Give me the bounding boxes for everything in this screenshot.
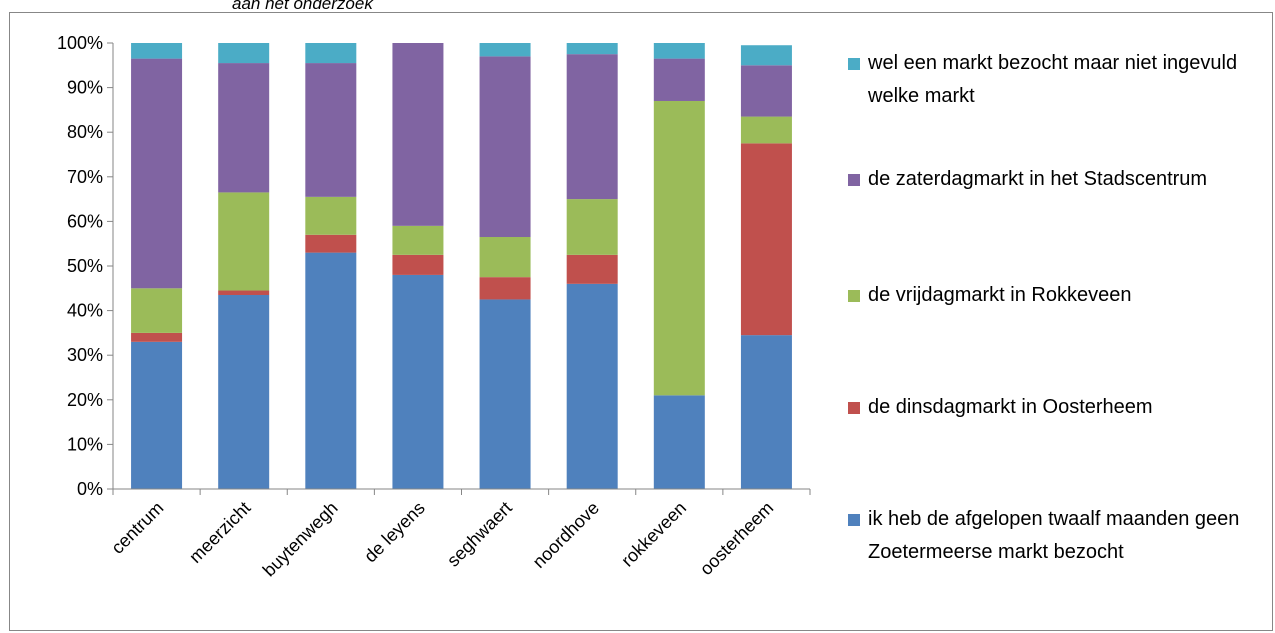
bar-segment: [653, 43, 705, 59]
y-tick-label: 60%: [67, 211, 103, 231]
y-tick-label: 10%: [67, 434, 103, 454]
legend-item: wel een markt bezocht maar niet ingevuld…: [848, 50, 1268, 113]
legend-swatch: [848, 58, 860, 70]
legend-swatch: [848, 174, 860, 186]
bar-segment: [392, 254, 444, 275]
legend-swatch: [848, 290, 860, 302]
bar-segment: [479, 299, 531, 489]
y-tick-label: 50%: [67, 256, 103, 276]
bar-segment: [131, 341, 183, 489]
x-category-label: buytenwegh: [259, 498, 342, 581]
x-category-label: rokkeveen: [617, 498, 690, 571]
bar-segment: [740, 65, 792, 117]
x-category-label: seghwaert: [443, 498, 516, 571]
y-tick-label: 0%: [77, 479, 103, 499]
bar-segment: [131, 288, 183, 333]
x-category-label: meerzicht: [185, 498, 254, 567]
bar-segment: [479, 237, 531, 278]
legend-label: de zaterdagmarkt in het Stadscentrum: [868, 168, 1208, 190]
bar-segment: [305, 43, 357, 64]
bar-segment: [653, 100, 705, 396]
bar-segment: [479, 56, 531, 238]
legend-label: wel een markt bezocht maar niet ingevuld…: [868, 52, 1238, 107]
bar-segment: [740, 143, 792, 336]
bar-segment: [131, 332, 183, 342]
y-tick-label: 30%: [67, 345, 103, 365]
y-tick-label: 40%: [67, 301, 103, 321]
bar-segment: [566, 283, 618, 489]
legend-label: de dinsdagmarkt in Oosterheem: [868, 396, 1153, 418]
legend-item: de zaterdagmarkt in het Stadscentrum: [848, 166, 1268, 196]
y-tick-label: 80%: [67, 122, 103, 142]
bar-segment: [131, 58, 183, 289]
bar-segment: [566, 54, 618, 200]
bar-segment: [566, 43, 618, 55]
bar-segment: [740, 45, 792, 66]
bar-segment: [479, 43, 531, 57]
bar-segment: [218, 294, 270, 489]
bar-segment: [479, 277, 531, 300]
bar-segment: [218, 63, 270, 193]
x-category-label: noordhove: [529, 498, 603, 572]
legend-item: de dinsdagmarkt in Oosterheem: [848, 394, 1268, 424]
bar-segment: [305, 196, 357, 235]
chart-frame: [9, 12, 1273, 631]
legend-item: ik heb de afgelopen twaalf maanden geen …: [848, 506, 1268, 569]
y-tick-label: 100%: [57, 33, 103, 53]
legend-swatch: [848, 402, 860, 414]
bar-segment: [740, 335, 792, 489]
x-category-label: centrum: [107, 498, 167, 558]
x-category-label: oosterheem: [696, 498, 777, 579]
chart-legend: wel een markt bezocht maar niet ingevuld…: [848, 0, 1268, 633]
bar-segment: [392, 225, 444, 255]
bar-segment: [305, 63, 357, 197]
y-tick-label: 90%: [67, 78, 103, 98]
chart-caption: aan het onderzoek: [232, 0, 373, 13]
bar-segment: [218, 192, 270, 291]
legend-swatch: [848, 514, 860, 526]
x-category-label: de leyens: [360, 498, 429, 567]
bar-segment: [305, 252, 357, 489]
legend-label: ik heb de afgelopen twaalf maanden geen …: [868, 508, 1240, 563]
bar-segment: [566, 254, 618, 284]
legend-label: de vrijdagmarkt in Rokkeveen: [868, 284, 1132, 306]
bar-segment: [740, 116, 792, 144]
bar-segment: [305, 234, 357, 253]
bar-segment: [392, 43, 444, 226]
y-tick-label: 70%: [67, 167, 103, 187]
bar-segment: [218, 43, 270, 64]
bar-segment: [218, 290, 270, 295]
bar-segment: [653, 395, 705, 489]
bar-segment: [653, 58, 705, 101]
bar-segment: [392, 274, 444, 489]
bar-segment: [131, 43, 183, 59]
legend-item: de vrijdagmarkt in Rokkeveen: [848, 282, 1268, 312]
bar-segment: [566, 199, 618, 255]
y-tick-label: 20%: [67, 390, 103, 410]
